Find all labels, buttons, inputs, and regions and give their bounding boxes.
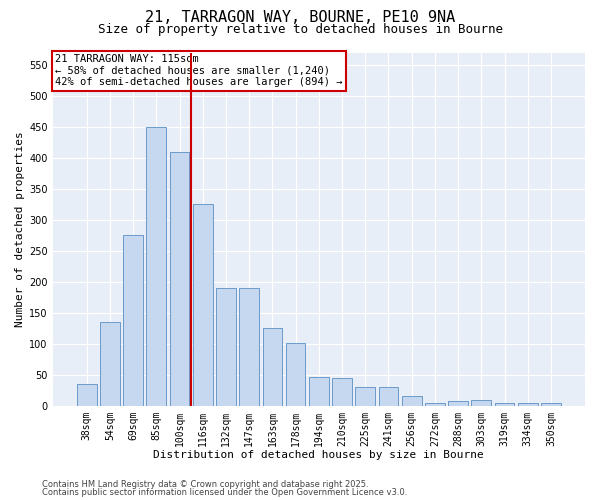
Text: 21, TARRAGON WAY, BOURNE, PE10 9NA: 21, TARRAGON WAY, BOURNE, PE10 9NA [145, 10, 455, 25]
Bar [170, 152, 190, 406]
Y-axis label: Number of detached properties: Number of detached properties [15, 131, 25, 327]
Text: Size of property relative to detached houses in Bourne: Size of property relative to detached ho… [97, 22, 503, 36]
Bar [77, 384, 97, 406]
Bar [146, 127, 166, 406]
Bar [100, 322, 120, 406]
Bar [379, 387, 398, 406]
Bar [472, 400, 491, 406]
Bar [263, 328, 282, 406]
Bar [216, 288, 236, 406]
Text: 21 TARRAGON WAY: 115sqm
← 58% of detached houses are smaller (1,240)
42% of semi: 21 TARRAGON WAY: 115sqm ← 58% of detache… [55, 54, 343, 88]
Text: Contains HM Land Registry data © Crown copyright and database right 2025.: Contains HM Land Registry data © Crown c… [42, 480, 368, 489]
Bar [541, 402, 561, 406]
Bar [518, 403, 538, 406]
Bar [286, 342, 305, 406]
Text: Contains public sector information licensed under the Open Government Licence v3: Contains public sector information licen… [42, 488, 407, 497]
Bar [193, 204, 212, 406]
Bar [123, 236, 143, 406]
Bar [239, 288, 259, 406]
X-axis label: Distribution of detached houses by size in Bourne: Distribution of detached houses by size … [154, 450, 484, 460]
Bar [332, 378, 352, 406]
Bar [425, 402, 445, 406]
Bar [355, 387, 375, 406]
Bar [309, 377, 329, 406]
Bar [494, 402, 514, 406]
Bar [402, 396, 422, 406]
Bar [448, 401, 468, 406]
